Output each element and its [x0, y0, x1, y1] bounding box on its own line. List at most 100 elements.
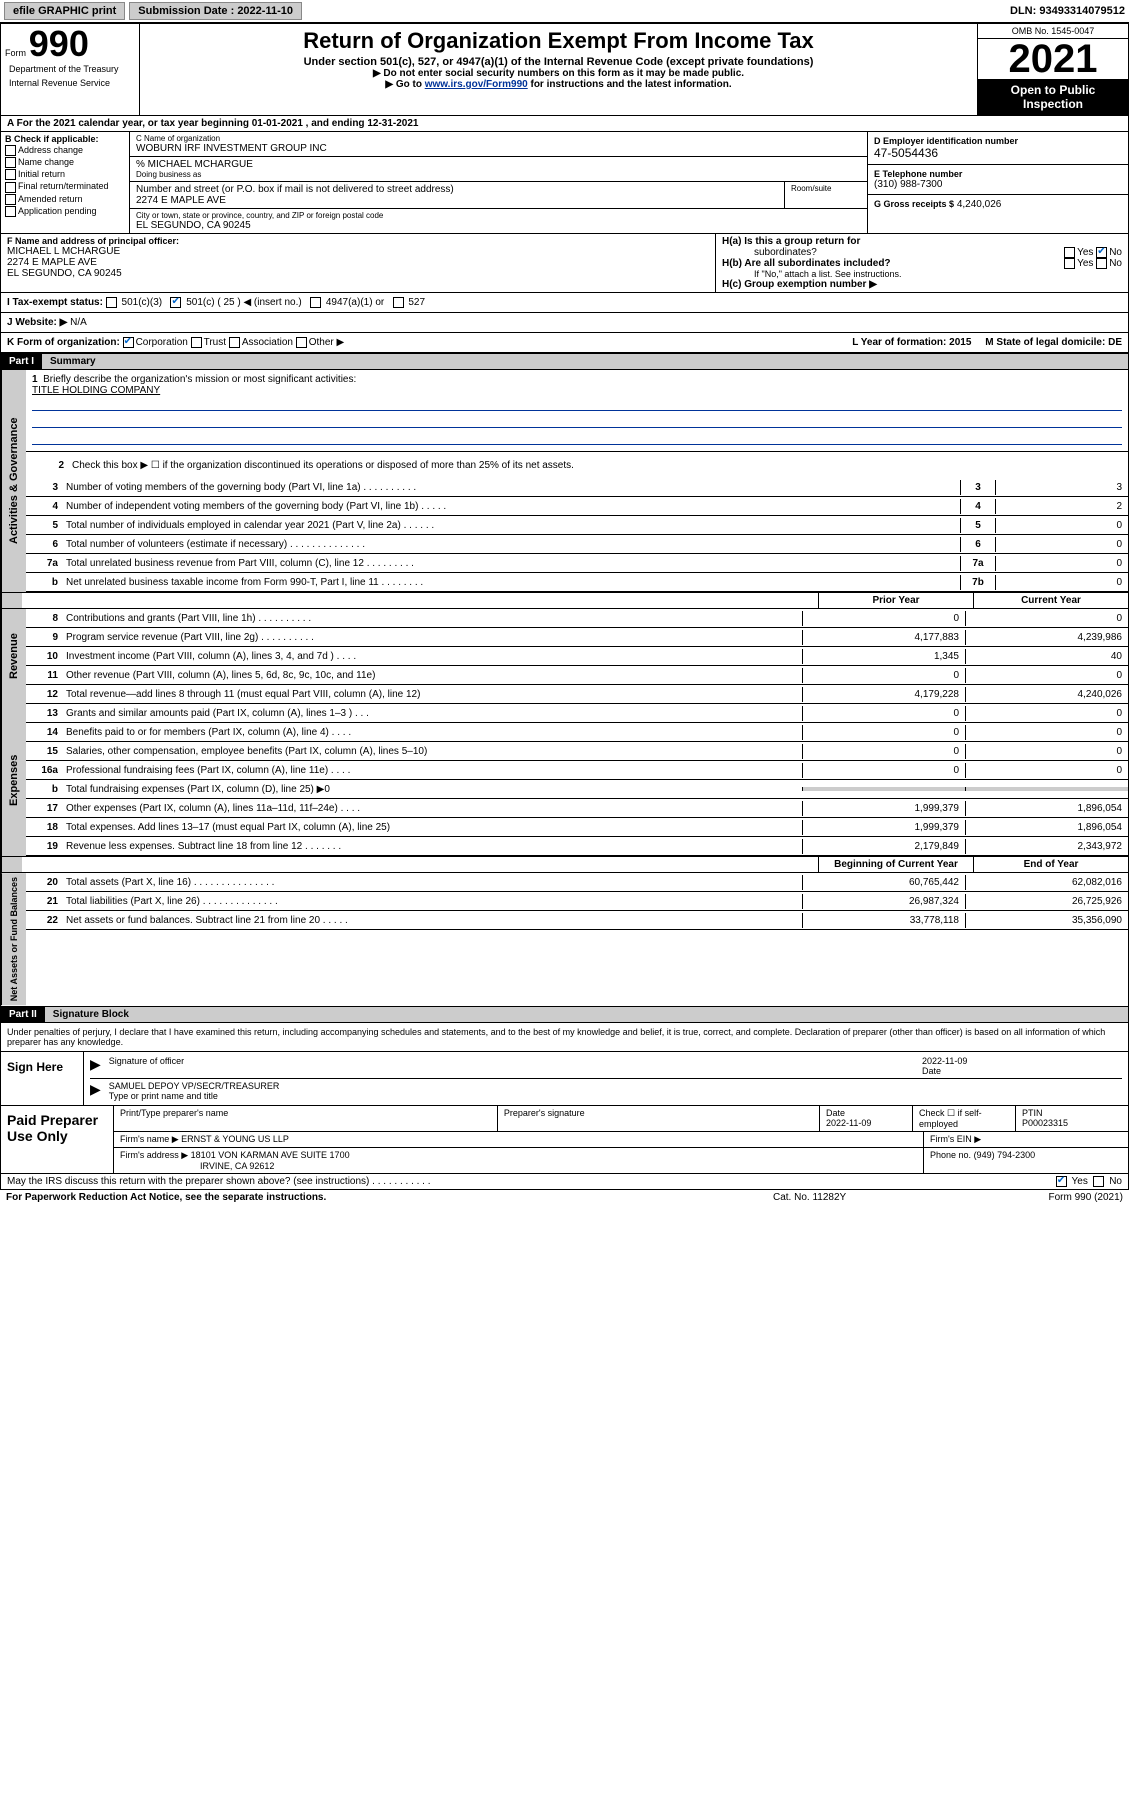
paid-preparer-row: Paid Preparer Use Only Print/Type prepar…	[1, 1106, 1128, 1173]
ha-no[interactable]	[1096, 247, 1107, 258]
f-addr2: EL SEGUNDO, CA 90245	[7, 268, 709, 279]
chk-other[interactable]	[296, 337, 307, 348]
sign-arrow-icon: ▶	[90, 1056, 101, 1076]
summary-line: 9Program service revenue (Part VIII, lin…	[26, 628, 1128, 647]
city-value: EL SEGUNDO, CA 90245	[136, 220, 861, 231]
chk-address-change[interactable]	[5, 145, 16, 156]
sign-arrow-icon-2: ▶	[90, 1081, 101, 1101]
summary-line: 7aTotal unrelated business revenue from …	[26, 554, 1128, 573]
row-a: A For the 2021 calendar year, or tax yea…	[1, 116, 1128, 132]
summary-line: 6Total number of volunteers (estimate if…	[26, 535, 1128, 554]
summary-line: 11Other revenue (Part VIII, column (A), …	[26, 666, 1128, 685]
chk-corp[interactable]	[123, 337, 134, 348]
summary-line: 10Investment income (Part VIII, column (…	[26, 647, 1128, 666]
chk-4947[interactable]	[310, 297, 321, 308]
addr-value: 2274 E MAPLE AVE	[136, 195, 778, 206]
f-addr1: 2274 E MAPLE AVE	[7, 257, 709, 268]
form-label: Form	[5, 48, 26, 58]
governance-section: Activities & Governance 1 Briefly descri…	[1, 370, 1128, 592]
addr-label: Number and street (or P.O. box if mail i…	[136, 184, 778, 195]
summary-line: 8Contributions and grants (Part VIII, li…	[26, 609, 1128, 628]
f-label: F Name and address of principal officer:	[7, 236, 709, 246]
chk-amended[interactable]	[5, 194, 16, 205]
room-label: Room/suite	[785, 182, 867, 208]
irs-link[interactable]: www.irs.gov/Form990	[425, 79, 528, 90]
revenue-section: Revenue 8Contributions and grants (Part …	[1, 609, 1128, 704]
g-label: G Gross receipts $	[874, 199, 954, 209]
dept-label: Department of the Treasury	[5, 62, 135, 76]
part1-header-row: Part I Summary	[1, 353, 1128, 370]
part1-header: Part I	[1, 354, 42, 369]
status-row: I Tax-exempt status: 501(c)(3) 501(c) ( …	[1, 293, 1128, 313]
hb-note: If "No," attach a list. See instructions…	[754, 269, 1122, 279]
summary-line: 20Total assets (Part X, line 16) . . . .…	[26, 873, 1128, 892]
hb-no[interactable]	[1096, 258, 1107, 269]
dba-label: Doing business as	[136, 170, 861, 179]
dln-label: DLN: 93493314079512	[1010, 5, 1125, 17]
hb-yes[interactable]	[1064, 258, 1075, 269]
tax-year: 2021	[978, 39, 1128, 79]
c-value: WOBURN IRF INVESTMENT GROUP INC	[136, 143, 861, 154]
sign-here-label: Sign Here	[1, 1052, 84, 1105]
discuss-no[interactable]	[1093, 1176, 1104, 1187]
penalty-text: Under penalties of perjury, I declare th…	[1, 1023, 1128, 1052]
ha-label: H(a) Is this a group return for	[722, 236, 860, 247]
chk-final-return[interactable]	[5, 182, 16, 193]
f-name: MICHAEL L MCHARGUE	[7, 246, 709, 257]
chk-app-pending[interactable]	[5, 206, 16, 217]
l-label: L Year of formation: 2015	[852, 337, 971, 348]
header-sub1: Under section 501(c), 527, or 4947(a)(1)…	[146, 56, 971, 68]
form-org-row: K Form of organization: Corporation Trus…	[1, 333, 1128, 353]
summary-line: 22Net assets or fund balances. Subtract …	[26, 911, 1128, 930]
e-label: E Telephone number	[874, 169, 1122, 179]
footer-form: Form 990 (2021)	[973, 1192, 1123, 1203]
vtab-governance: Activities & Governance	[1, 370, 26, 592]
discuss-yes[interactable]	[1056, 1176, 1067, 1187]
revenue-header: Prior Year Current Year	[1, 592, 1128, 609]
part2-title: Signature Block	[45, 1007, 1128, 1022]
summary-line: 17Other expenses (Part IX, column (A), l…	[26, 799, 1128, 818]
submission-date: Submission Date : 2022-11-10	[129, 2, 302, 20]
irs-label: Internal Revenue Service	[5, 76, 135, 90]
hc-label: H(c) Group exemption number ▶	[722, 279, 1122, 290]
paid-preparer-label: Paid Preparer Use Only	[1, 1106, 114, 1173]
city-label: City or town, state or province, country…	[136, 211, 861, 220]
chk-trust[interactable]	[191, 337, 202, 348]
summary-line: 4Number of independent voting members of…	[26, 497, 1128, 516]
top-bar: efile GRAPHIC print Submission Date : 20…	[0, 0, 1129, 23]
care-of: % MICHAEL MCHARGUE	[136, 159, 861, 170]
summary-line: bNet unrelated business taxable income f…	[26, 573, 1128, 592]
chk-527[interactable]	[393, 297, 404, 308]
summary-line: 18Total expenses. Add lines 13–17 (must …	[26, 818, 1128, 837]
chk-501c3[interactable]	[106, 297, 117, 308]
ha-yes[interactable]	[1064, 247, 1075, 258]
section-b: B Check if applicable: Address change Na…	[1, 132, 1128, 234]
mission-value: TITLE HOLDING COMPANY	[32, 385, 1122, 396]
vtab-revenue: Revenue	[1, 609, 26, 704]
sig-type-label: Type or print name and title	[109, 1091, 218, 1101]
summary-line: 19Revenue less expenses. Subtract line 1…	[26, 837, 1128, 856]
footer-left: For Paperwork Reduction Act Notice, see …	[6, 1192, 773, 1203]
discuss-row: May the IRS discuss this return with the…	[1, 1173, 1128, 1189]
summary-line: 13Grants and similar amounts paid (Part …	[26, 704, 1128, 723]
chk-initial-return[interactable]	[5, 169, 16, 180]
net-header: Beginning of Current Year End of Year	[1, 856, 1128, 873]
part1-title: Summary	[42, 354, 1128, 369]
header-sub3: ▶ Go to www.irs.gov/Form990 for instruct…	[146, 79, 971, 90]
part2-header-row: Part II Signature Block	[1, 1006, 1128, 1023]
m-label: M State of legal domicile: DE	[985, 337, 1122, 348]
chk-assoc[interactable]	[229, 337, 240, 348]
chk-name-change[interactable]	[5, 157, 16, 168]
expenses-section: Expenses 13Grants and similar amounts pa…	[1, 704, 1128, 856]
e-value: (310) 988-7300	[874, 179, 1122, 190]
g-value: 4,240,026	[957, 199, 1002, 210]
sign-here-row: Sign Here ▶ Signature of officer 2022-11…	[1, 1052, 1128, 1106]
chk-501c[interactable]	[170, 297, 181, 308]
net-assets-section: Net Assets or Fund Balances 20Total asse…	[1, 873, 1128, 1005]
form-header: Form 990 Department of the Treasury Inte…	[1, 24, 1128, 116]
summary-line: bTotal fundraising expenses (Part IX, co…	[26, 780, 1128, 799]
summary-line: 15Salaries, other compensation, employee…	[26, 742, 1128, 761]
footer-cat: Cat. No. 11282Y	[773, 1192, 973, 1203]
open-public-label: Open to Public Inspection	[978, 79, 1128, 115]
summary-line: 5Total number of individuals employed in…	[26, 516, 1128, 535]
